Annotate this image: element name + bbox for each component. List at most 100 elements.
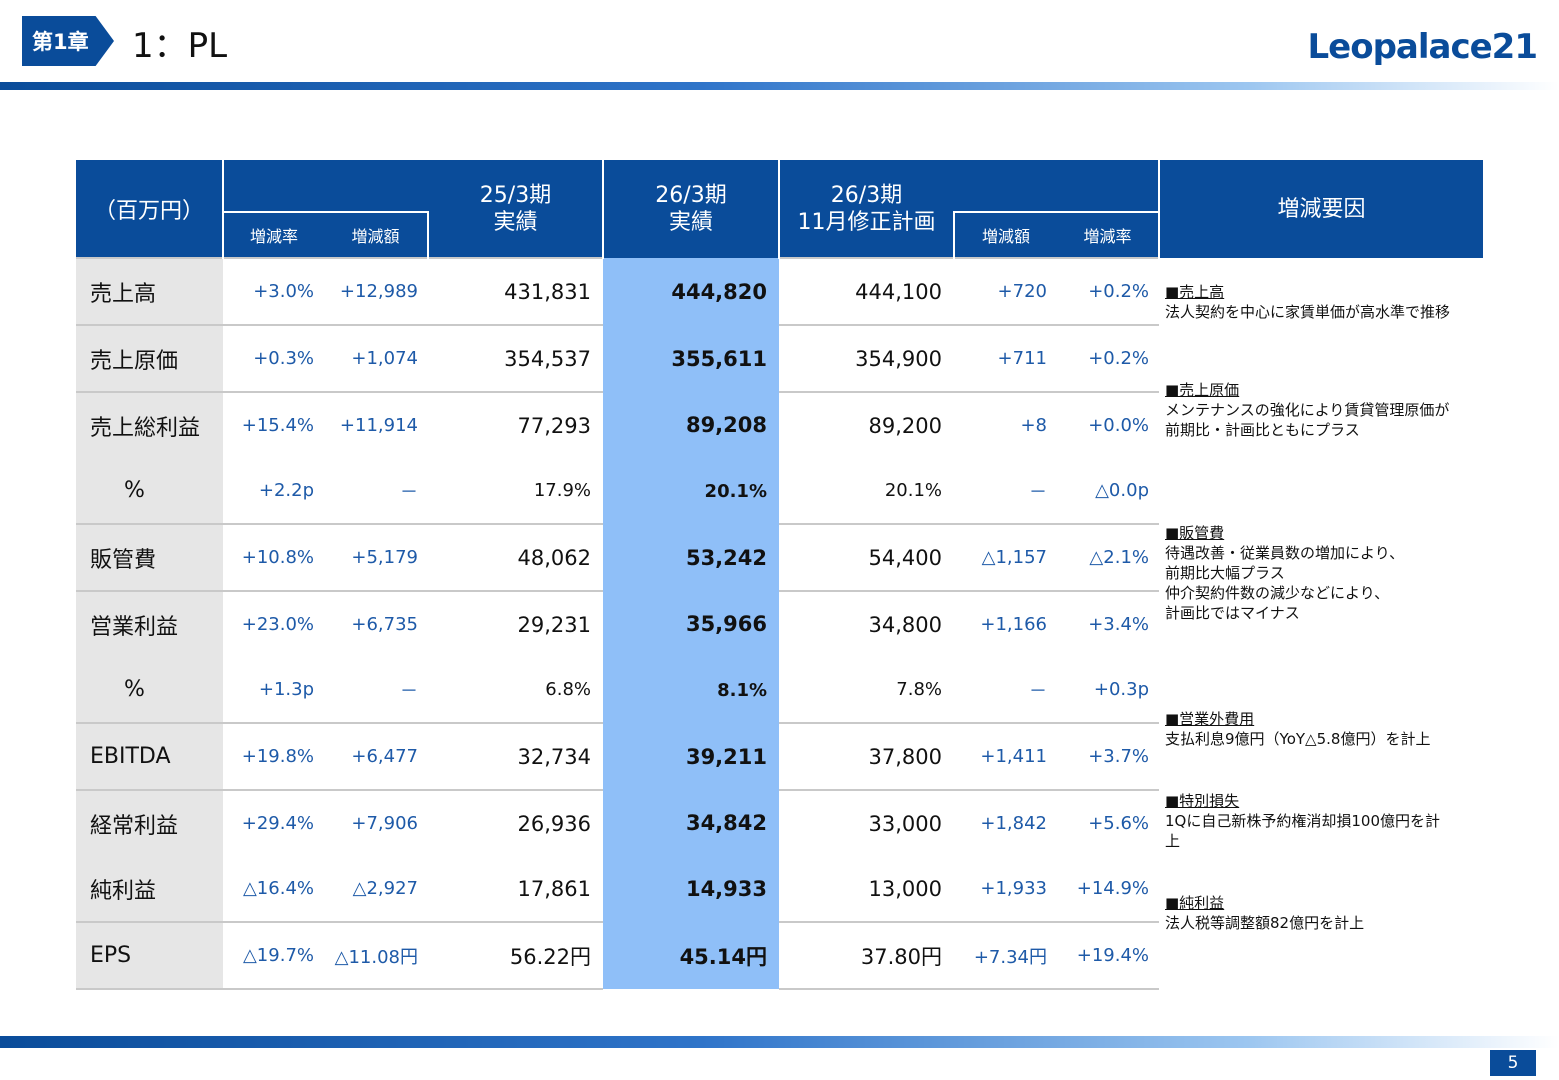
footer-gradient-bar	[0, 1036, 1559, 1048]
table-row: EPS △19.7% △11.08円 56.22円 45.14円 37.80円 …	[76, 921, 1483, 990]
yoy-rate-cell: +23.0%	[223, 590, 324, 657]
yoy-rate-cell: △16.4%	[242, 878, 314, 899]
plan-amount-cell: +1,411	[954, 722, 1057, 790]
yoy-rate-cell: +19.8%	[223, 722, 324, 790]
plan-amount-cell: +8	[954, 391, 1057, 458]
plan-header: 26/3期 11月修正計画	[778, 160, 954, 258]
row-label: 純利益	[76, 856, 223, 922]
plan-rate-cell: +5.6%	[1057, 789, 1159, 856]
plan-cell: 444,100	[779, 257, 954, 325]
plan-amount-cell: △1,157	[954, 523, 1057, 591]
yoy-amount-cell: +12,989	[324, 257, 428, 325]
row-label: 売上高	[76, 257, 223, 325]
plan-cell: 37,800	[779, 722, 954, 790]
factor-line: 待遇改善・従業員数の増加により、	[1165, 544, 1405, 562]
yoy-rate-cell: +29.4%	[223, 789, 324, 856]
plan-cell: 13,000	[868, 876, 942, 901]
factor-line: 法人税等調整額82億円を計上	[1165, 914, 1365, 932]
table-row: % +2.2p － 17.9% 20.1% 20.1% － △0.0p	[76, 458, 1483, 524]
fy25-cell: 48,062	[428, 523, 603, 591]
factor-title: ■売上高	[1165, 283, 1225, 301]
row-label: 販管費	[76, 523, 223, 591]
factors-header: 増減要因	[1158, 160, 1483, 258]
header-gradient-bar	[0, 82, 1559, 90]
plan-cell: 89,200	[779, 391, 954, 458]
yoy-rate-cell: +3.0%	[223, 257, 324, 325]
factor-line: 上	[1165, 832, 1181, 850]
yoy-amount-cell: +6,477	[324, 722, 428, 790]
row-label: 売上総利益	[76, 391, 223, 458]
yoy-amount-cell: △11.08円	[324, 921, 428, 990]
row-label: EBITDA	[76, 722, 223, 790]
yoy-amount-cell: △2,927	[352, 878, 418, 899]
row-label: 営業利益	[76, 590, 223, 657]
row-label: 売上原価	[76, 324, 223, 392]
yoy-amount-cell: +5,179	[324, 523, 428, 591]
plan-amount-cell: +1,842	[954, 789, 1057, 856]
plan-amount-cell: +720	[954, 257, 1057, 325]
plan-diff-group-header	[954, 160, 1159, 212]
plan-cell: 20.1%	[884, 480, 942, 501]
fy25-cell: 26,936	[428, 789, 603, 856]
row-label: 経常利益	[76, 789, 223, 856]
yoy-amount-cell: +7,906	[324, 789, 428, 856]
plan-rate-cell: +19.4%	[1057, 921, 1159, 990]
plan-amount-header: 増減額	[953, 211, 1057, 258]
factor-title: ■売上原価	[1165, 381, 1240, 399]
factor-line: 前期比・計画比ともにプラス	[1165, 421, 1360, 439]
plan-amount-cell: +1,933	[980, 878, 1047, 899]
fy25-cell: 56.22円	[428, 921, 603, 990]
page-title: 1：PL	[132, 26, 228, 66]
plan-rate-cell: +0.0%	[1057, 391, 1159, 458]
table-row: % +1.3p － 6.8% 8.1% 7.8% － +0.3p	[76, 657, 1483, 723]
yoy-amount-cell: －	[400, 680, 418, 702]
fy26-cell: 355,611	[603, 325, 779, 392]
row-label: %	[76, 458, 223, 524]
factor-cogs: ■売上原価 メンテナンスの強化により賃貸管理原価が 前期比・計画比ともにプラス	[1165, 380, 1479, 440]
plan-cell: 34,800	[779, 590, 954, 657]
table-row: 売上高 +3.0% +12,989 431,831 444,820 444,10…	[76, 257, 1483, 932]
plan-rate-cell: △2.1%	[1057, 523, 1159, 591]
row-label: %	[76, 657, 223, 723]
yoy-amount-cell: +1,074	[324, 324, 428, 392]
factor-line: 支払利息9億円（YoY△5.8億円）を計上	[1165, 730, 1431, 748]
logo-text: Leopalace21	[1307, 27, 1538, 67]
factor-title: ■販管費	[1165, 524, 1225, 542]
plan-rate-cell: +0.3p	[1093, 679, 1149, 700]
plan-cell: 37.80円	[779, 921, 954, 990]
plan-rate-cell: +0.2%	[1057, 324, 1159, 392]
fy25-header-period: 25/3期	[479, 182, 552, 208]
factor-line: 1Qに自己新株予約権消却損100億円を計	[1165, 812, 1440, 830]
fy26-header: 26/3期 実績	[602, 160, 779, 258]
factor-line: メンテナンスの強化により賃貸管理原価が	[1165, 401, 1450, 419]
yoy-rate-cell: +2.2p	[258, 480, 314, 501]
table-row: 売上原価 +0.3% +1,074 354,537 355,611 354,90…	[76, 324, 1483, 392]
fy26-cell: 39,211	[603, 723, 779, 790]
yoy-rate-cell: △19.7%	[223, 921, 324, 990]
plan-rate-cell: +3.4%	[1057, 590, 1159, 657]
plan-amount-cell: －	[1029, 481, 1047, 503]
yoy-amount-cell: +6,735	[324, 590, 428, 657]
plan-rate-cell: +0.2%	[1057, 257, 1159, 325]
fy25-cell: 6.8%	[545, 679, 591, 700]
plan-header-type: 11月修正計画	[797, 209, 936, 235]
fy25-cell: 431,831	[428, 257, 603, 325]
yoy-rate-cell: +10.8%	[223, 523, 324, 591]
factor-extraordinary-loss: ■特別損失 1Qに自己新株予約権消却損100億円を計 上	[1165, 791, 1479, 851]
plan-cell: 33,000	[779, 789, 954, 856]
fy25-cell: 354,537	[428, 324, 603, 392]
fy26-cell: 89,208	[603, 392, 779, 458]
plan-amount-cell: +711	[954, 324, 1057, 392]
fy25-cell: 17.9%	[533, 480, 591, 501]
table-row: 売上総利益 +15.4% +11,914 77,293 89,208 89,20…	[76, 391, 1483, 458]
unit-header: （百万円）	[76, 160, 223, 258]
yoy-rate-header: 増減率	[222, 211, 324, 258]
fy25-header: 25/3期 実績	[428, 160, 603, 258]
plan-rate-cell: △0.0p	[1095, 480, 1149, 501]
fy26-header-type: 実績	[668, 210, 713, 235]
page-number: 5	[1490, 1050, 1536, 1076]
yoy-amount-cell: +11,914	[324, 391, 428, 458]
fy26-cell: 53,242	[603, 524, 779, 591]
factor-net-income: ■純利益 法人税等調整額82億円を計上	[1165, 893, 1479, 933]
row-label: EPS	[76, 921, 223, 990]
